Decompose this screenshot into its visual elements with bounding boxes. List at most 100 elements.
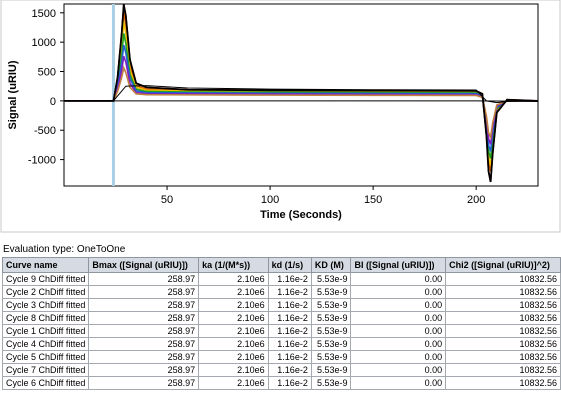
- cell-kd: 1.16e-2: [267, 272, 312, 286]
- cell-curve-name: Cycle 5 ChDiff fitted: [1, 350, 90, 364]
- cell-kd-molar: 5.53e-9: [310, 363, 352, 377]
- cell-kd: 1.16e-2: [267, 324, 312, 338]
- table-row[interactable]: Cycle 7 ChDiff fitted 258.97 2.10e6 1.16e-2…: [1, 363, 561, 377]
- cell-chi2: 10832.56: [445, 376, 561, 390]
- cell-ka: 2.10e6: [198, 285, 269, 299]
- cell-bi: 0.00: [350, 285, 447, 299]
- cell-chi2: 10832.56: [445, 311, 561, 325]
- cell-kd-molar: 5.53e-9: [310, 350, 352, 364]
- table-row[interactable]: Cycle 3 ChDiff fitted 258.97 2.10e6 1.16e-2…: [1, 298, 561, 312]
- table-row[interactable]: Cycle 1 ChDiff fitted 258.97 2.10e6 1.16e-2…: [1, 324, 561, 338]
- table-row[interactable]: Cycle 9 ChDiff fitted 258.97 2.10e6 1.16e-2…: [1, 272, 561, 286]
- column-header-bmax[interactable]: Bmax ([Signal (uRIU)]): [88, 257, 200, 273]
- sensorgram-chart[interactable]: 1500 1000 500 0 -500 -1000 50 100 150 200 Time (Se…: [0, 0, 561, 236]
- cell-ka: 2.10e6: [198, 337, 269, 351]
- cell-kd: 1.16e-2: [267, 363, 312, 377]
- cell-ka: 2.10e6: [198, 298, 269, 312]
- cell-bi: 0.00: [350, 337, 447, 351]
- cell-kd: 1.16e-2: [267, 311, 312, 325]
- results-table[interactable]: Curve name Bmax ([Signal (uRIU)]) ka (1/…: [1, 257, 561, 390]
- cell-bmax: 258.97: [88, 324, 200, 338]
- y-tick-label: -1000: [28, 155, 56, 167]
- table-header-row: Curve name Bmax ([Signal (uRIU)]) ka (1/…: [1, 257, 561, 273]
- cell-kd: 1.16e-2: [267, 350, 312, 364]
- cell-curve-name: Cycle 1 ChDiff fitted: [1, 324, 90, 338]
- column-header-chi2[interactable]: Chi2 ([Signal (uRIU)]^2): [445, 257, 561, 273]
- cell-kd: 1.16e-2: [267, 298, 312, 312]
- column-header-curve-name[interactable]: Curve name: [1, 257, 90, 273]
- cell-chi2: 10832.56: [445, 324, 561, 338]
- cell-chi2: 10832.56: [445, 337, 561, 351]
- table-row[interactable]: Cycle 4 ChDiff fitted 258.97 2.10e6 1.16e-2…: [1, 337, 561, 351]
- column-header-kd[interactable]: kd (1/s): [267, 257, 312, 273]
- x-tick-label: 150: [364, 194, 382, 206]
- y-tick-label: -500: [34, 125, 56, 137]
- cell-bmax: 258.97: [88, 272, 200, 286]
- cell-bi: 0.00: [350, 324, 447, 338]
- cell-bi: 0.00: [350, 363, 447, 377]
- cell-kd-molar: 5.53e-9: [310, 337, 352, 351]
- table-row[interactable]: Cycle 6 ChDiff fitted 258.97 2.10e6 1.16e-2…: [1, 376, 561, 390]
- cell-bmax: 258.97: [88, 298, 200, 312]
- y-tick-label: 1000: [32, 37, 56, 49]
- cell-bi: 0.00: [350, 298, 447, 312]
- chart-frame: [0, 0, 561, 233]
- x-axis-title: Time (Seconds): [260, 209, 342, 221]
- cell-chi2: 10832.56: [445, 298, 561, 312]
- x-tick-label: 50: [161, 194, 173, 206]
- cell-ka: 2.10e6: [198, 376, 269, 390]
- cell-curve-name: Cycle 2 ChDiff fitted: [1, 285, 90, 299]
- y-tick-label: 500: [38, 67, 56, 79]
- y-tick-label: 0: [50, 96, 56, 108]
- x-tick-label: 100: [261, 194, 279, 206]
- cell-kd: 1.16e-2: [267, 337, 312, 351]
- cell-ka: 2.10e6: [198, 272, 269, 286]
- y-axis-title: Signal (uRIU): [7, 60, 19, 129]
- cell-curve-name: Cycle 9 ChDiff fitted: [1, 272, 90, 286]
- cell-ka: 2.10e6: [198, 363, 269, 377]
- cell-curve-name: Cycle 8 ChDiff fitted: [1, 311, 90, 325]
- cell-bi: 0.00: [350, 376, 447, 390]
- cell-bmax: 258.97: [88, 337, 200, 351]
- cell-kd-molar: 5.53e-9: [310, 311, 352, 325]
- fit-curve[interactable]: [64, 100, 539, 102]
- cell-kd-molar: 5.53e-9: [310, 298, 352, 312]
- cell-bmax: 258.97: [88, 376, 200, 390]
- evaluation-type-label: Evaluation type: OneToOne: [3, 244, 126, 255]
- column-header-kd-molar[interactable]: KD (M): [310, 257, 352, 273]
- cell-ka: 2.10e6: [198, 324, 269, 338]
- fit-curve[interactable]: [64, 85, 539, 104]
- cell-kd-molar: 5.53e-9: [310, 324, 352, 338]
- chart-svg[interactable]: 1500 1000 500 0 -500 -1000 50 100 150 200 Time (Se…: [0, 0, 561, 236]
- cell-bmax: 258.97: [88, 285, 200, 299]
- table-body: Cycle 9 ChDiff fitted 258.97 2.10e6 1.16e-2…: [1, 272, 561, 390]
- cell-ka: 2.10e6: [198, 311, 269, 325]
- sensorgram-curve[interactable]: [64, 4, 539, 183]
- cell-chi2: 10832.56: [445, 350, 561, 364]
- table-row[interactable]: Cycle 5 ChDiff fitted 258.97 2.10e6 1.16e-2…: [1, 350, 561, 364]
- cell-curve-name: Cycle 4 ChDiff fitted: [1, 337, 90, 351]
- sensorgram-curve[interactable]: [64, 65, 539, 141]
- y-tick-label: 1500: [32, 8, 56, 20]
- cell-curve-name: Cycle 7 ChDiff fitted: [1, 363, 90, 377]
- x-tick-label: 200: [467, 194, 485, 206]
- table-row[interactable]: Cycle 2 ChDiff fitted 258.97 2.10e6 1.16e-2…: [1, 285, 561, 299]
- cell-ka: 2.10e6: [198, 350, 269, 364]
- cell-bi: 0.00: [350, 350, 447, 364]
- cell-chi2: 10832.56: [445, 272, 561, 286]
- cell-curve-name: Cycle 3 ChDiff fitted: [1, 298, 90, 312]
- cell-kd: 1.16e-2: [267, 285, 312, 299]
- cell-bmax: 258.97: [88, 363, 200, 377]
- cell-kd: 1.16e-2: [267, 376, 312, 390]
- cell-chi2: 10832.56: [445, 285, 561, 299]
- cell-bi: 0.00: [350, 272, 447, 286]
- cell-chi2: 10832.56: [445, 363, 561, 377]
- cell-kd-molar: 5.53e-9: [310, 285, 352, 299]
- column-header-ka[interactable]: ka (1/(M*s)): [198, 257, 269, 273]
- cell-bi: 0.00: [350, 311, 447, 325]
- cell-bmax: 258.97: [88, 311, 200, 325]
- column-header-bi[interactable]: BI ([Signal (uRIU)]): [350, 257, 447, 273]
- cell-bmax: 258.97: [88, 350, 200, 364]
- cell-kd-molar: 5.53e-9: [310, 272, 352, 286]
- table-row[interactable]: Cycle 8 ChDiff fitted 258.97 2.10e6 1.16e-2…: [1, 311, 561, 325]
